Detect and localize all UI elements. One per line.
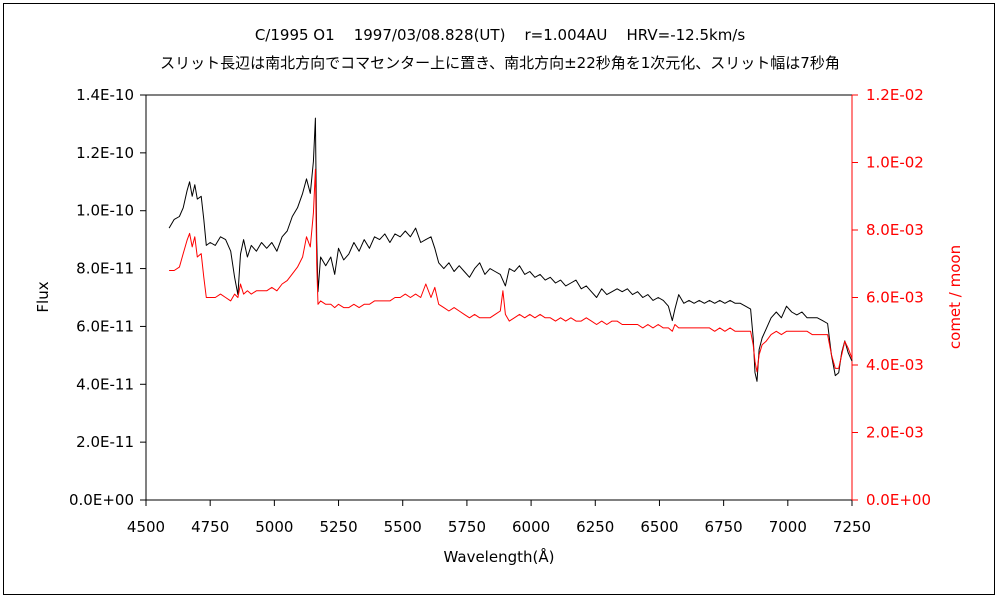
left-y-tick-label: 1.2E-10 — [76, 144, 134, 162]
left-y-axis-label: Flux — [34, 281, 52, 312]
right-y-tick-label: 1.2E-02 — [866, 86, 924, 104]
flux-series-line — [168, 117, 853, 382]
x-tick-label: 4500 — [127, 518, 165, 536]
x-tick-label: 5000 — [255, 518, 293, 536]
x-axis: 4500 4750 5000 5250 5500 5750 6000 6250 6500 6750… — [127, 500, 871, 536]
right-y-tick-label: 1.0E-02 — [866, 154, 924, 172]
x-tick-label: 7250 — [833, 518, 871, 536]
left-y-tick-label: 0.0E+00 — [69, 491, 134, 509]
x-tick-label: 5500 — [384, 518, 422, 536]
right-y-tick-label: 4.0E-03 — [866, 356, 924, 374]
right-y-axis: 0.0E+00 2.0E-03 4.0E-03 6.0E-03 8.0E-03 1.0E-… — [851, 86, 931, 509]
chart-subtitle: スリット長辺は南北方向でコマセンター上に置き、南北方向±22秒角を1次元化、スリ… — [160, 54, 840, 72]
chart-title: C/1995 O1 1997/03/08.828(UT) r=1.004AU H… — [254, 26, 746, 44]
x-tick-label: 5250 — [319, 518, 357, 536]
plot-area — [145, 94, 853, 501]
right-y-tick-label: 0.0E+00 — [866, 491, 931, 509]
x-tick-label: 6000 — [512, 518, 550, 536]
right-y-tick-label: 6.0E-03 — [866, 289, 924, 307]
right-y-tick-label: 2.0E-03 — [866, 424, 924, 442]
left-y-tick-label: 4.0E-11 — [76, 375, 134, 393]
left-y-tick-label: 1.4E-10 — [76, 86, 134, 104]
comet-moon-series-line — [169, 168, 853, 373]
right-y-axis-label: comet / moon — [946, 245, 964, 349]
x-tick-label: 6500 — [640, 518, 678, 536]
left-y-tick-label: 6.0E-11 — [76, 317, 134, 335]
x-tick-label: 6750 — [705, 518, 743, 536]
x-tick-label: 7000 — [769, 518, 807, 536]
x-tick-label: 4750 — [191, 518, 229, 536]
x-axis-label: Wavelength(Å) — [444, 547, 555, 566]
left-y-tick-label: 2.0E-11 — [76, 433, 134, 451]
series-layer — [168, 117, 853, 382]
left-y-axis: 0.0E+00 2.0E-11 4.0E-11 6.0E-11 8.0E-11 1.0E-… — [69, 86, 146, 509]
left-y-tick-label: 8.0E-11 — [76, 260, 134, 278]
right-y-tick-label: 8.0E-03 — [866, 221, 924, 239]
x-tick-label: 6250 — [576, 518, 614, 536]
x-tick-label: 5750 — [448, 518, 486, 536]
left-y-tick-label: 1.0E-10 — [76, 202, 134, 220]
